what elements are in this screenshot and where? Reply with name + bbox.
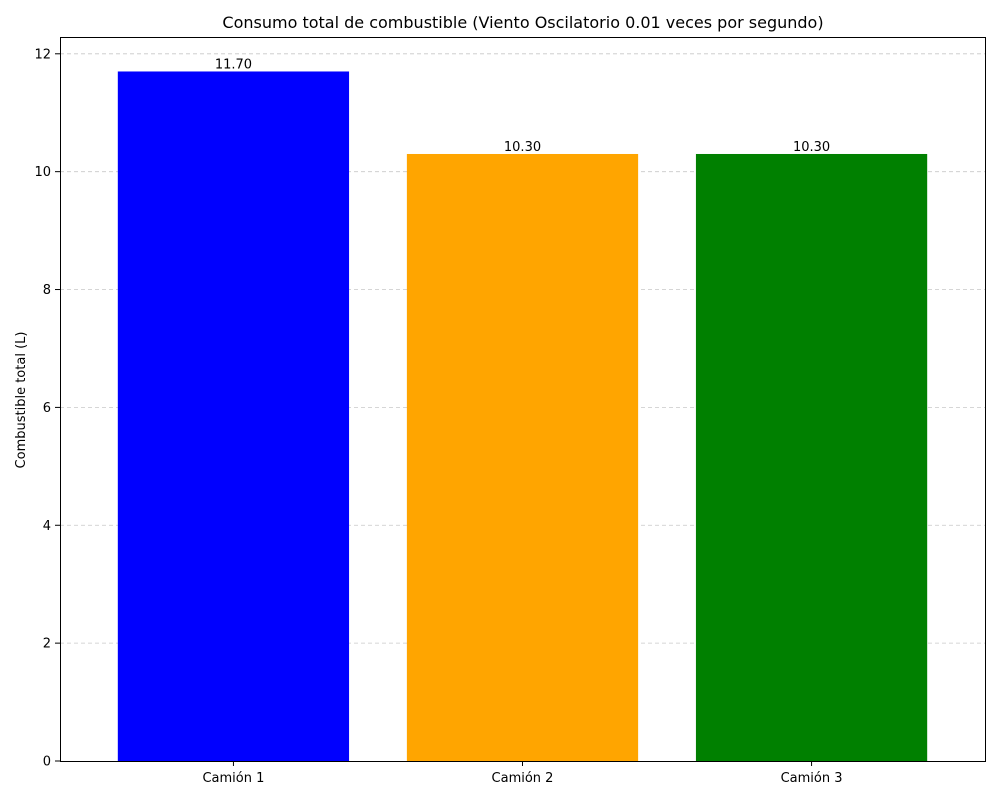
y-tick-label: 4 [43, 519, 51, 534]
x-tick-label: Camión 2 [492, 771, 554, 786]
y-tick-label: 12 [34, 47, 51, 62]
x-tick-label: Camión 1 [202, 771, 264, 786]
y-axis-ticks: 0 2 4 6 8 10 12 [34, 47, 60, 770]
y-tick-label: 2 [43, 637, 51, 652]
bar [695, 153, 928, 762]
bar [406, 153, 639, 762]
y-tick-label: 8 [43, 283, 51, 298]
bar [117, 71, 350, 761]
bar-value-label: 10.30 [504, 140, 541, 155]
data-labels: 11.70 10.30 10.30 [215, 57, 830, 155]
y-tick-label: 10 [34, 165, 51, 180]
bar-value-label: 10.30 [793, 140, 830, 155]
y-axis-label: Combustible total (L) [14, 332, 29, 469]
x-tick-label: Camión 3 [781, 771, 843, 786]
x-axis-ticks: Camión 1 Camión 2 Camión 3 [202, 761, 843, 786]
bars [117, 71, 928, 762]
y-tick-label: 6 [43, 401, 51, 416]
chart-title: Consumo total de combustible (Viento Osc… [222, 13, 823, 32]
y-tick-label: 0 [43, 755, 51, 770]
bar-value-label: 11.70 [215, 57, 252, 72]
